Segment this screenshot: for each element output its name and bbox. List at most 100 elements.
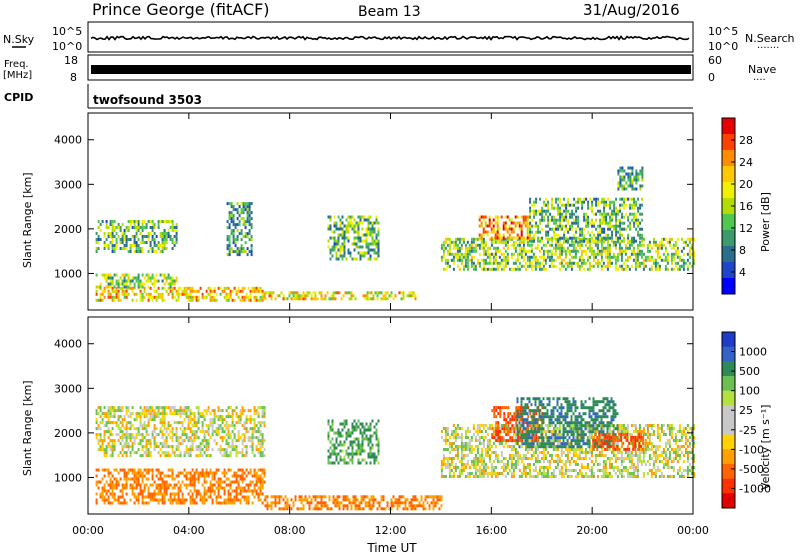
heatmap-cell <box>474 243 477 247</box>
heatmap-cell <box>139 295 142 299</box>
heatmap-cell <box>608 252 611 256</box>
heatmap-cell <box>468 246 471 250</box>
heatmap-cell <box>614 240 617 244</box>
heatmap-cell <box>263 480 266 484</box>
heatmap-cell <box>614 264 617 268</box>
heatmap-cell <box>595 218 598 222</box>
heatmap-cell <box>548 264 551 268</box>
heatmap-cell <box>601 200 604 204</box>
heatmap-cell <box>241 451 244 455</box>
heatmap-cell <box>512 227 515 231</box>
heatmap-cell <box>361 437 364 441</box>
heatmap-cell <box>565 206 568 210</box>
heatmap-cell <box>211 409 214 413</box>
cpid-value: twofsound 3503 <box>93 93 202 107</box>
heatmap-cell <box>589 206 592 210</box>
heatmap-cell <box>135 474 138 478</box>
heatmap-cell <box>648 249 651 253</box>
heatmap-cell <box>369 422 372 426</box>
heatmap-cell <box>253 421 256 425</box>
heatmap-cell <box>635 175 638 179</box>
heatmap-cell <box>561 215 564 219</box>
heatmap-cell <box>614 255 617 259</box>
heatmap-cell <box>662 252 665 256</box>
heatmap-cell <box>253 474 256 478</box>
heatmap-cell <box>327 224 330 228</box>
heatmap-cell <box>282 498 285 502</box>
heatmap-cell <box>492 451 495 454</box>
heatmap-cell <box>510 454 513 457</box>
heatmap-cell <box>213 471 216 475</box>
heatmap-cell <box>207 292 210 296</box>
heatmap-cell <box>629 212 632 216</box>
heatmap-cell <box>573 212 576 216</box>
heatmap-cell <box>308 501 311 505</box>
heatmap-cell <box>226 244 229 248</box>
heatmap-cell <box>111 480 114 484</box>
heatmap-cell <box>524 469 527 472</box>
heatmap-cell <box>625 181 628 185</box>
heatmap-cell <box>231 421 234 425</box>
heatmap-cell <box>255 436 258 440</box>
heatmap-cell <box>221 418 224 422</box>
heatmap-cell <box>342 495 345 499</box>
heatmap-cell <box>129 424 132 428</box>
heatmap-cell <box>470 460 473 463</box>
heatmap-cell <box>357 221 360 225</box>
heatmap-cell <box>366 294 369 298</box>
heatmap-cell <box>335 455 338 459</box>
heatmap-cell <box>377 230 380 234</box>
heatmap-cell <box>674 243 677 247</box>
heatmap-cell <box>177 474 180 478</box>
heatmap-cell <box>692 255 695 259</box>
heatmap-cell <box>327 449 330 453</box>
heatmap-cell <box>327 431 330 435</box>
heatmap-cell <box>141 474 144 478</box>
heatmap-cell <box>676 267 679 271</box>
heatmap-cell <box>590 246 593 250</box>
heatmap-cell <box>117 235 120 238</box>
heatmap-cell <box>259 480 262 484</box>
heatmap-cell <box>474 436 477 439</box>
heatmap-cell <box>355 452 358 456</box>
heatmap-cell <box>161 480 164 484</box>
heatmap-cell <box>257 492 260 496</box>
heatmap-cell <box>238 211 241 215</box>
heatmap-cell <box>369 230 372 234</box>
heatmap-cell <box>244 205 247 209</box>
heatmap-cell <box>195 477 198 481</box>
heatmap-cell <box>203 498 206 502</box>
heatmap-cell <box>576 243 579 247</box>
heatmap-cell <box>123 282 126 286</box>
heatmap-cell <box>448 469 451 472</box>
heatmap-cell <box>526 451 529 454</box>
power-ylabel: Slant Range [km] <box>21 172 34 268</box>
heatmap-cell <box>476 261 479 265</box>
heatmap-cell <box>633 200 636 204</box>
heatmap-cell <box>255 430 258 434</box>
heatmap-cell <box>255 424 258 428</box>
heatmap-cell <box>578 264 581 268</box>
heatmap-cell <box>209 468 212 472</box>
heatmap-cell <box>207 439 210 443</box>
heatmap-cell <box>462 442 465 445</box>
heatmap-cell <box>257 289 260 293</box>
heatmap-cell <box>171 286 174 290</box>
heatmap-cell <box>474 439 477 442</box>
heatmap-cell <box>428 495 431 499</box>
heatmap-cell <box>169 492 172 496</box>
heatmap-cell <box>133 474 136 478</box>
heatmap-cell <box>353 248 356 252</box>
heatmap-cell <box>492 466 495 469</box>
heatmap-cell <box>203 492 206 496</box>
heatmap-cell <box>555 218 558 222</box>
heatmap-cell <box>145 477 148 481</box>
heatmap-cell <box>215 427 218 431</box>
heatmap-cell <box>577 221 580 225</box>
heatmap-cell <box>259 406 262 410</box>
heatmap-cell <box>123 238 126 241</box>
heatmap-cell <box>163 454 166 458</box>
heatmap-cell <box>372 504 375 508</box>
heatmap-cell <box>537 209 540 213</box>
heatmap-cell <box>355 437 358 441</box>
